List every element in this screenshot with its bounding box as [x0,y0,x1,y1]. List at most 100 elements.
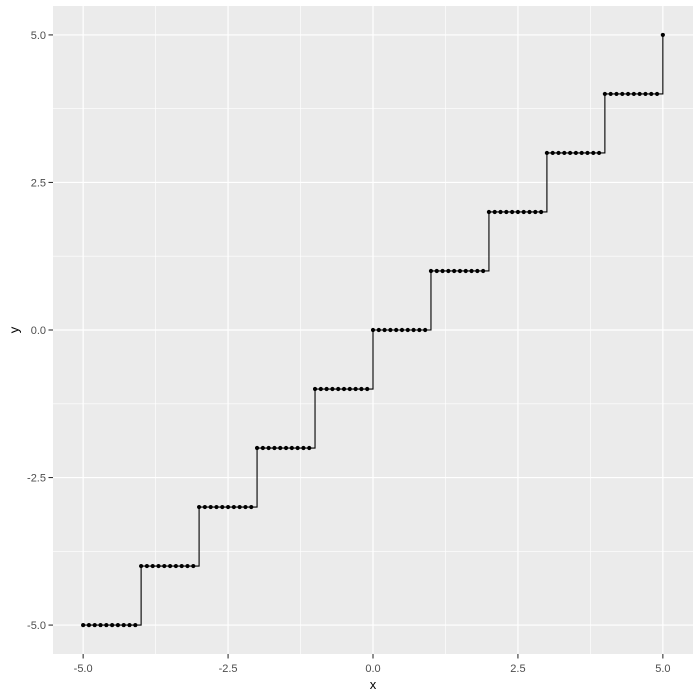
data-point [81,622,86,628]
data-point [173,563,178,569]
data-point [585,150,590,156]
data-point [370,327,376,333]
data-point [278,445,283,451]
data-point [504,209,509,215]
data-point [260,445,265,451]
data-point [150,563,155,569]
data-point [452,268,457,274]
data-point [168,563,173,569]
data-point [115,622,121,628]
data-point [417,327,422,333]
data-point [602,91,607,97]
data-point [660,32,665,38]
data-point [463,268,468,274]
data-point [544,150,550,156]
data-point [196,504,202,510]
data-point [318,386,323,392]
data-point [527,209,532,215]
data-point [643,91,648,97]
data-point [405,327,410,333]
data-point [637,91,642,97]
data-point [179,563,184,569]
data-point [562,150,567,156]
data-point [353,386,358,392]
x-tick-label: 0.0 [365,663,380,675]
data-point [144,563,150,569]
data-point [573,150,578,156]
data-point [376,327,381,333]
data-point [139,563,144,569]
data-point [249,504,254,510]
data-point [550,150,555,156]
data-point [301,445,306,451]
x-axis-title: x [369,677,377,692]
data-point [533,209,538,215]
data-point [440,268,445,274]
data-point [272,445,277,451]
data-point [498,209,503,215]
data-point [591,150,596,156]
x-tick-label: 5.0 [655,663,670,675]
data-point [492,209,497,215]
data-point [568,150,573,156]
data-point [156,563,161,569]
y-tick-label: 5.0 [31,30,46,42]
data-point [162,563,167,569]
data-point [428,268,434,274]
data-point [295,445,300,451]
data-point [121,622,126,628]
y-axis-title: y [6,326,22,334]
x-tick-label: 2.5 [510,663,525,675]
data-point [631,91,636,97]
y-tick-label: -2.5 [27,473,46,485]
x-tick-label: -5.0 [74,663,93,675]
data-point [220,504,225,510]
data-point [469,268,474,274]
data-point [399,327,405,333]
data-point [510,209,515,215]
data-point [515,209,521,215]
data-point [359,386,364,392]
data-point [289,445,294,451]
y-tick-label: 0.0 [31,325,46,337]
data-point [382,327,387,333]
data-point [446,268,451,274]
data-point [208,504,213,510]
data-point [521,209,526,215]
data-point [133,622,138,628]
data-point [202,504,207,510]
data-point [649,91,654,97]
data-point [231,504,236,510]
data-point [104,622,109,628]
data-point [324,386,329,392]
data-point [330,386,335,392]
y-tick-label: -5.0 [27,620,46,632]
data-point [654,91,660,97]
data-point [614,91,619,97]
data-point [347,386,352,392]
data-point [486,209,492,215]
data-point [434,268,439,274]
data-point [127,622,132,628]
data-point [237,504,242,510]
data-point [411,327,416,333]
data-point [266,445,271,451]
data-point [307,445,312,451]
data-point [457,268,463,274]
data-point [620,91,625,97]
data-point [625,91,631,97]
data-point [475,268,480,274]
data-point [539,209,544,215]
data-point [394,327,399,333]
data-point [243,504,248,510]
data-point [214,504,219,510]
data-point [336,386,341,392]
data-point [556,150,561,156]
data-point [254,445,260,451]
data-point [92,622,97,628]
data-point [191,563,196,569]
x-tick-label: -2.5 [219,663,238,675]
data-point [86,622,92,628]
